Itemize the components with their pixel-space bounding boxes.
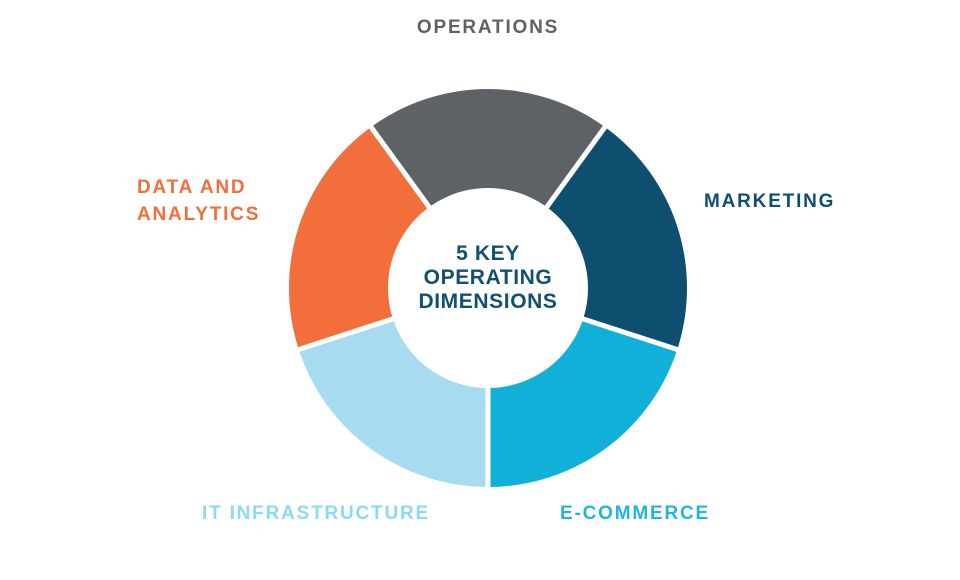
segment-label-marketing: MARKETING <box>704 191 836 212</box>
segment-label-e-commerce: E-COMMERCE <box>560 503 710 524</box>
center-title-line-2: OPERATING <box>423 266 553 289</box>
segment-label-it-infrastructure: IT INFRASTRUCTURE <box>202 503 430 524</box>
donut-hole <box>388 188 588 388</box>
center-title-line-1: 5 KEY <box>456 242 520 265</box>
segment-label-data-and-analytics: DATA AND ANALYTICS <box>137 177 261 225</box>
segment-label-operations: OPERATIONS <box>416 17 560 38</box>
center-title-line-3: DIMENSIONS <box>418 290 558 313</box>
donut-center-title: 5 KEY OPERATING DIMENSIONS <box>388 242 588 314</box>
